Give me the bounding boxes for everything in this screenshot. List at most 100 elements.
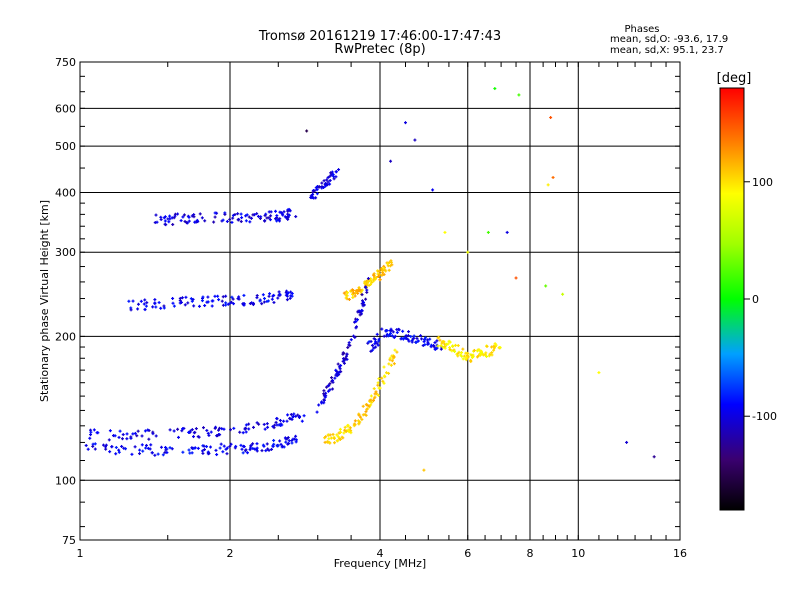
data-point — [133, 431, 137, 435]
data-point — [372, 387, 376, 391]
data-point — [155, 220, 159, 224]
data-point — [469, 360, 473, 364]
data-point — [193, 220, 197, 224]
data-point — [154, 305, 158, 309]
data-point — [163, 219, 167, 223]
data-point — [358, 313, 362, 317]
data-point — [266, 299, 270, 303]
data-point — [258, 217, 262, 221]
data-point — [251, 446, 255, 450]
data-point — [338, 430, 342, 434]
data-point — [358, 288, 362, 292]
data-point — [378, 278, 382, 282]
data-point — [263, 427, 267, 431]
data-point — [412, 334, 416, 338]
data-point — [342, 361, 346, 365]
data-point — [393, 348, 397, 352]
data-point — [389, 159, 393, 163]
data-point — [328, 382, 332, 386]
data-point — [95, 431, 99, 435]
data-point — [237, 295, 241, 299]
data-point — [201, 295, 205, 299]
data-point — [355, 325, 359, 329]
data-point — [159, 218, 163, 222]
data-point — [225, 219, 229, 223]
data-point — [498, 345, 502, 349]
data-point — [625, 440, 629, 444]
data-point — [244, 430, 248, 434]
data-point — [347, 297, 351, 301]
data-point — [162, 306, 166, 310]
data-point — [284, 437, 288, 441]
data-point — [597, 371, 601, 375]
data-point — [186, 301, 190, 305]
data-point — [439, 347, 443, 351]
data-point — [310, 195, 314, 199]
data-point — [420, 337, 424, 341]
data-point — [207, 433, 211, 437]
data-point — [248, 302, 252, 306]
data-point — [471, 353, 475, 357]
data-point — [129, 435, 133, 439]
data-point — [121, 433, 125, 437]
data-point — [256, 214, 260, 218]
data-point — [490, 345, 494, 349]
data-point — [395, 350, 399, 354]
data-point — [384, 371, 388, 375]
data-point — [364, 410, 368, 414]
data-point — [470, 356, 474, 360]
data-point — [239, 443, 243, 447]
data-point — [315, 192, 319, 196]
data-point — [275, 416, 279, 420]
data-point — [224, 294, 228, 298]
data-point — [179, 300, 183, 304]
data-point — [214, 448, 218, 452]
data-point — [322, 186, 326, 190]
data-point — [212, 220, 216, 224]
data-point — [183, 303, 187, 307]
data-point — [268, 218, 272, 222]
data-point — [353, 419, 357, 423]
data-point — [329, 171, 333, 175]
data-point — [334, 373, 338, 377]
data-point — [275, 219, 279, 223]
data-point — [322, 179, 326, 183]
data-point — [410, 340, 414, 344]
y-tick-label: 750 — [55, 56, 76, 69]
data-point — [546, 183, 550, 187]
data-point — [289, 294, 293, 298]
data-point — [300, 419, 304, 423]
data-point — [189, 297, 193, 301]
data-point — [371, 273, 375, 277]
data-point — [403, 121, 407, 125]
data-point — [190, 428, 194, 432]
data-point — [456, 344, 460, 348]
data-point — [247, 422, 251, 426]
data-point — [432, 344, 436, 348]
data-point — [475, 355, 479, 359]
data-point — [264, 449, 268, 453]
data-point — [265, 442, 269, 446]
data-point — [357, 413, 361, 417]
data-point — [228, 217, 232, 221]
data-point — [324, 181, 328, 185]
data-point — [228, 301, 232, 305]
x-tick-label: 1 — [77, 547, 84, 560]
data-point — [255, 446, 259, 450]
data-point — [270, 297, 274, 301]
data-point — [422, 340, 426, 344]
data-point — [144, 304, 148, 308]
data-point — [260, 449, 264, 453]
data-point — [276, 296, 280, 300]
data-point — [177, 435, 181, 439]
data-point — [382, 266, 386, 270]
data-point — [492, 344, 496, 348]
data-point — [168, 428, 172, 432]
data-point — [285, 298, 289, 302]
data-point — [461, 357, 465, 361]
data-point — [340, 435, 344, 439]
data-point — [561, 292, 565, 296]
data-point — [375, 341, 379, 345]
data-point — [386, 262, 390, 266]
data-point — [241, 451, 245, 455]
